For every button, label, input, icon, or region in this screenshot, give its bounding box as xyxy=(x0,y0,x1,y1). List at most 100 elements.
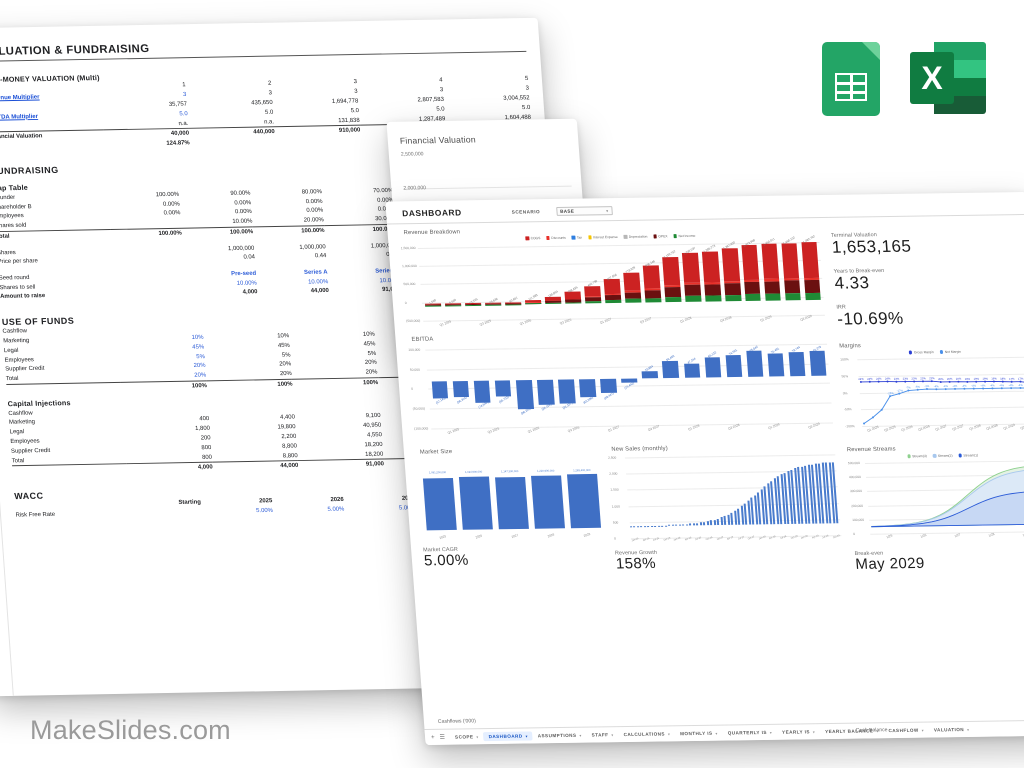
sheet-tab-monthly-is[interactable]: MONTHLY IS ▾ xyxy=(675,729,723,739)
chevron-down-icon[interactable]: ▾ xyxy=(525,734,528,739)
bar: 5,560 xyxy=(440,247,463,306)
margins-xaxis: Q1 2025 Q3 2025 Q1 2026 Q3 2026 Q1 2027 Q3 20… xyxy=(845,423,1024,441)
bar: (57,141) xyxy=(427,349,451,415)
market-cagr-value: 5.00% xyxy=(423,551,470,570)
bar: 1,220,900,000 2028 xyxy=(529,464,566,538)
svg-text:-4%: -4% xyxy=(1018,383,1024,387)
y-tick: (50,000) xyxy=(412,406,426,411)
cell[interactable]: 5.00% xyxy=(344,503,416,514)
bar-value-label: 1,147,300,000 xyxy=(500,469,519,474)
revenue-streams-chart: 500,000 400,000 300,000 200,000 100,000 0 xyxy=(848,456,1024,536)
scenario-dropdown[interactable]: BASE ▾ xyxy=(555,205,613,216)
y-tick: 1,000,000 xyxy=(401,264,417,269)
all-sheets-icon[interactable]: ☰ xyxy=(439,734,446,741)
bar: 76,491 xyxy=(764,344,788,410)
svg-text:17%: 17% xyxy=(1018,377,1024,381)
market-size-chart: 1,091,200,000 2025 1,194,900,000 2026 1,147,… xyxy=(416,454,606,540)
cell[interactable]: 4,000 xyxy=(242,288,258,296)
cell[interactable]: 91,000 xyxy=(329,285,401,296)
x-tick: Apr-27 xyxy=(726,535,735,541)
chevron-down-icon[interactable]: ▾ xyxy=(579,733,582,738)
sheet-tab-cashflow[interactable]: CASHFLOW ▾ xyxy=(883,726,929,736)
bar: 56,493 xyxy=(659,346,683,412)
svg-text:-7%: -7% xyxy=(906,385,912,389)
margins-chart: 100% 50% 0% -50% -100% 24% 24% 24% 24% 23% 23% 23% 2… xyxy=(840,353,1024,428)
svg-text:-4%: -4% xyxy=(990,383,996,387)
svg-text:-4%: -4% xyxy=(999,383,1005,387)
bar: (49,447) xyxy=(596,347,620,413)
chevron-down-icon[interactable]: ▾ xyxy=(667,731,671,736)
bar: 440,738 xyxy=(580,245,603,304)
bar: 1,249,037 xyxy=(680,244,703,302)
revenue-streams-xaxis: 1/25 1/26 1/27 1/28 1/29 xyxy=(853,531,1024,545)
bar-value-label: 1,283,400,000 xyxy=(573,468,591,472)
dashboard-sheet[interactable]: DASHBOARD SCENARIO BASE ▾ Revenue Breakd… xyxy=(385,191,1024,746)
chevron-down-icon[interactable]: ▾ xyxy=(715,731,718,736)
row-label: Risk Free Rate xyxy=(15,510,56,519)
revenue-multiplier-link[interactable]: Revenue Multiplier xyxy=(0,93,40,102)
sheet-tab-valuation[interactable]: VALUATION ▾ xyxy=(929,725,975,735)
sheet-tab-label: ASSUMPTIONS xyxy=(537,732,577,739)
sheet-tab-label: VALUATION xyxy=(933,727,965,733)
sheet-tab-yearly-is[interactable]: YEARLY IS ▾ xyxy=(777,727,821,737)
chevron-down-icon[interactable]: ▾ xyxy=(812,729,816,734)
sheet-tab-dashboard[interactable]: DASHBOARD ▾ xyxy=(483,731,534,742)
cell[interactable]: 4,000 xyxy=(126,462,214,474)
bar: 23,884 xyxy=(638,346,662,412)
svg-text:19%: 19% xyxy=(973,377,979,381)
chevron-down-icon[interactable]: ▾ xyxy=(921,728,925,733)
y-tick: 0 xyxy=(613,536,617,541)
svg-text:24%: 24% xyxy=(876,377,882,381)
x-tick: Jul-26 xyxy=(695,536,703,542)
svg-text:23%: 23% xyxy=(929,376,935,380)
svg-text:-4%: -4% xyxy=(980,383,986,387)
cell[interactable]: 91,000 xyxy=(297,458,385,471)
svg-text:24%: 24% xyxy=(885,377,891,381)
dashboard-title: DASHBOARD xyxy=(401,207,463,219)
bar: 47,244 xyxy=(680,346,704,412)
y-tick: 0 xyxy=(404,300,407,305)
chevron-down-icon[interactable]: ▾ xyxy=(966,727,970,732)
sheet-tab-scope[interactable]: SCOPE ▾ xyxy=(450,732,484,741)
cell[interactable]: 100% xyxy=(206,378,293,391)
sheet-tab-staff[interactable]: STAFF ▾ xyxy=(586,730,619,739)
chevron-down-icon[interactable]: ▾ xyxy=(769,730,773,735)
sheet-tab-assumptions[interactable]: ASSUMPTIONS ▾ xyxy=(532,731,587,741)
x-tick: Jan-28 xyxy=(758,535,767,541)
bar: 1,286,273 xyxy=(700,243,723,302)
sheet-tab-quarterly-is[interactable]: QUARTERLY IS ▾ xyxy=(722,728,777,738)
bar: (63,296) xyxy=(575,347,599,413)
add-sheet-icon[interactable]: + xyxy=(430,734,435,741)
bar: 111,583 xyxy=(520,246,543,305)
y-tick: 2,500,000 xyxy=(400,151,424,158)
sheet-tab-label: QUARTERLY IS xyxy=(727,729,768,736)
ebitda-multiplier-link[interactable]: EBITDA Multiplier xyxy=(0,112,39,121)
svg-text:20%: 20% xyxy=(938,377,944,381)
cell[interactable]: 100% xyxy=(120,380,208,392)
bar: 29,636 xyxy=(480,247,503,305)
bar-value-label: 1,220,900,000 xyxy=(537,469,555,473)
cell[interactable]: 5.00% xyxy=(327,505,345,513)
sheet-tab-label: DASHBOARD xyxy=(488,733,523,740)
bar: 79,744 xyxy=(785,344,809,410)
x-tick: 2025 xyxy=(438,534,447,541)
margins-series: 24% 24% 24% 24% 23% 23% 23% 23% 23% 20% 20% 20% 19% 1… xyxy=(858,376,1024,425)
bar: 66,132 xyxy=(701,345,725,411)
terminal-valuation-value: 1,653,165 xyxy=(831,236,912,257)
cell[interactable]: 124.87% xyxy=(166,139,190,147)
cell[interactable]: 100% xyxy=(292,377,379,389)
chevron-down-icon[interactable]: ▾ xyxy=(611,732,614,737)
cell[interactable]: 5.00% xyxy=(255,506,274,515)
svg-text:-4%: -4% xyxy=(971,384,977,388)
svg-text:23%: 23% xyxy=(920,376,926,380)
bar-value-label: 1,194,900,000 xyxy=(464,470,483,474)
bar: 74,501 xyxy=(722,345,746,411)
chevron-down-icon[interactable]: ▾ xyxy=(476,734,479,739)
x-tick: Jan-27 xyxy=(715,535,724,542)
bar: 1,283,400,000 2029 xyxy=(565,464,602,538)
sheet-tab-calculations[interactable]: CALCULATIONS ▾ xyxy=(618,729,675,739)
cell[interactable]: 44,000 xyxy=(310,287,330,295)
cell[interactable]: 44,000 xyxy=(212,460,299,473)
y-tick: 0 xyxy=(411,387,414,392)
svg-text:-17%: -17% xyxy=(896,389,903,393)
